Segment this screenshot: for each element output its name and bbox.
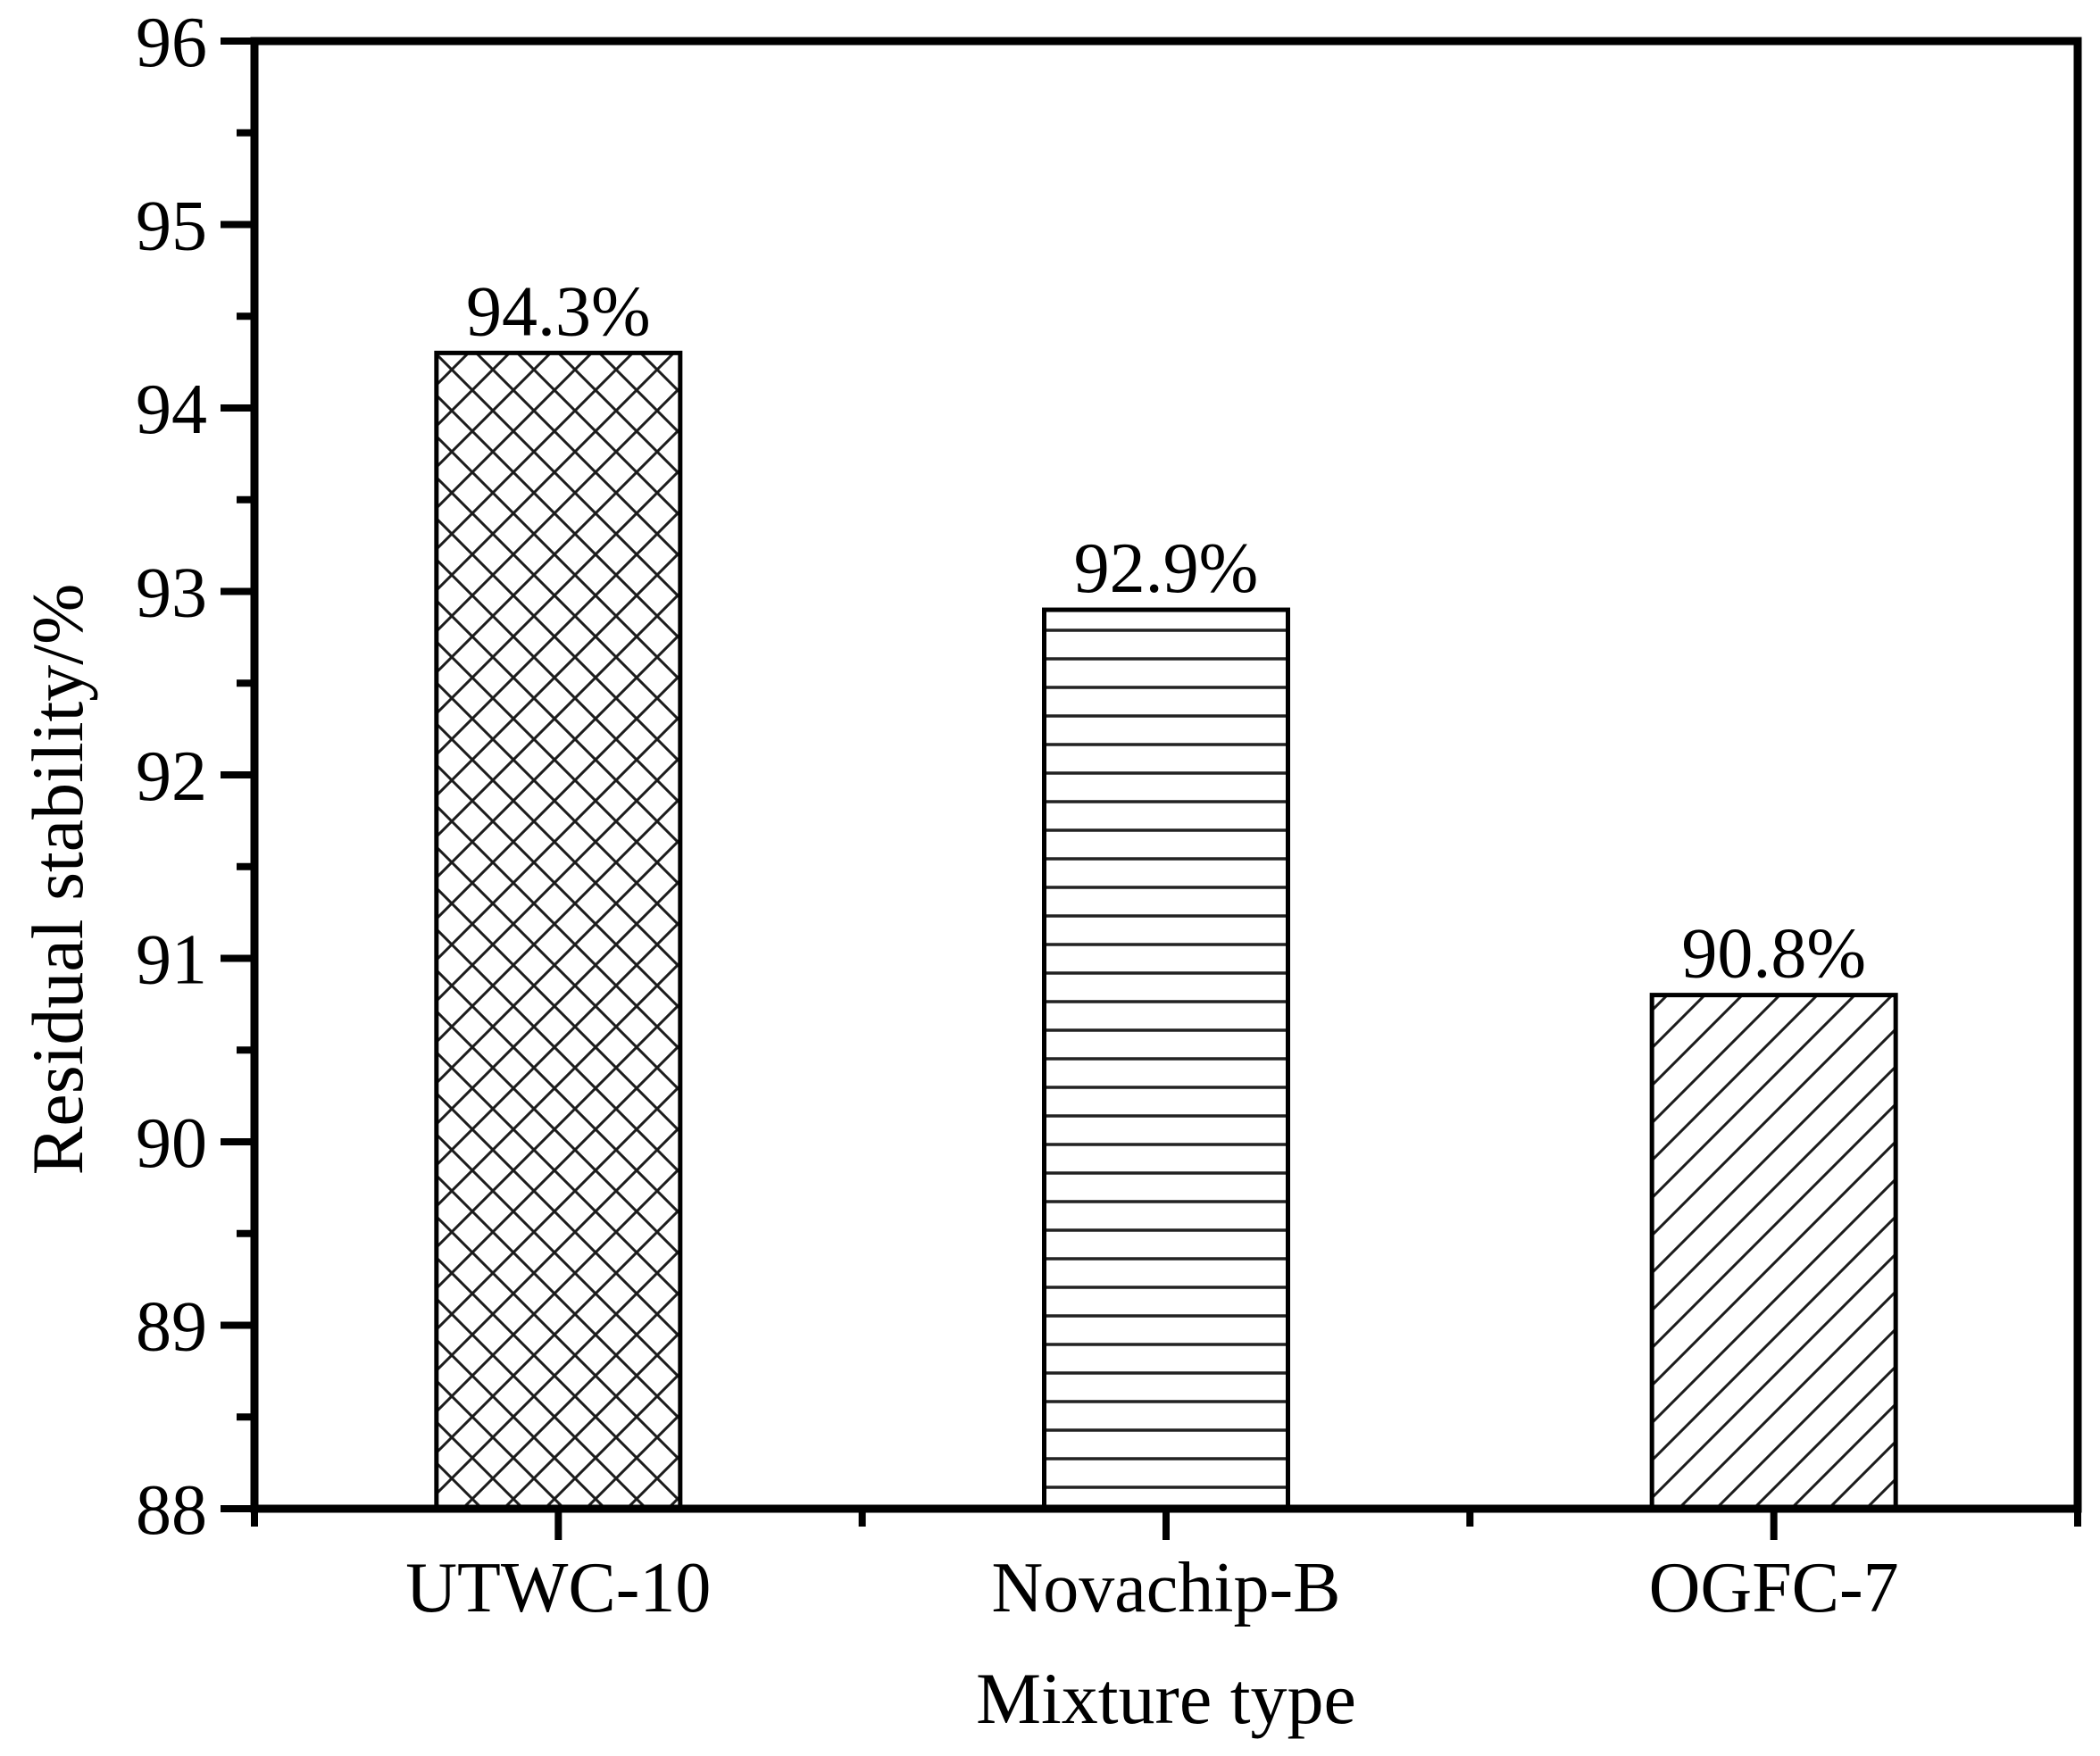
y-tick-label-91: 91 — [136, 921, 207, 1000]
y-tick-label-90: 90 — [136, 1104, 207, 1183]
x-axis-title: Mixture type — [976, 1658, 1356, 1739]
y-tick-label-88: 88 — [136, 1471, 207, 1550]
y-tick-label-92: 92 — [136, 737, 207, 816]
value-label-ogfc-7: 90.8% — [1681, 915, 1866, 994]
plot-border — [250, 37, 2082, 1513]
y-tick-label-93: 93 — [136, 554, 207, 633]
y-tick-label-94: 94 — [136, 370, 207, 449]
y-tick-label-96: 96 — [136, 4, 207, 82]
value-label-novachip-b: 92.9% — [1074, 529, 1259, 608]
x-tick-label-ogfc-7: OGFC-7 — [1649, 1549, 1899, 1627]
bar-utwc-10 — [434, 350, 683, 1511]
y-axis-title: Residual stability/% — [17, 584, 98, 1176]
y-tick-label-95: 95 — [136, 187, 207, 266]
bar-ogfc-7 — [1649, 993, 1898, 1511]
value-label-utwc-10: 94.3% — [466, 272, 651, 351]
bar-novachip-b — [1042, 607, 1290, 1511]
x-tick-label-novachip-b: Novachip-B — [991, 1549, 1340, 1627]
x-tick-label-utwc-10: UTWC-10 — [405, 1549, 711, 1627]
y-tick-label-89: 89 — [136, 1288, 207, 1367]
